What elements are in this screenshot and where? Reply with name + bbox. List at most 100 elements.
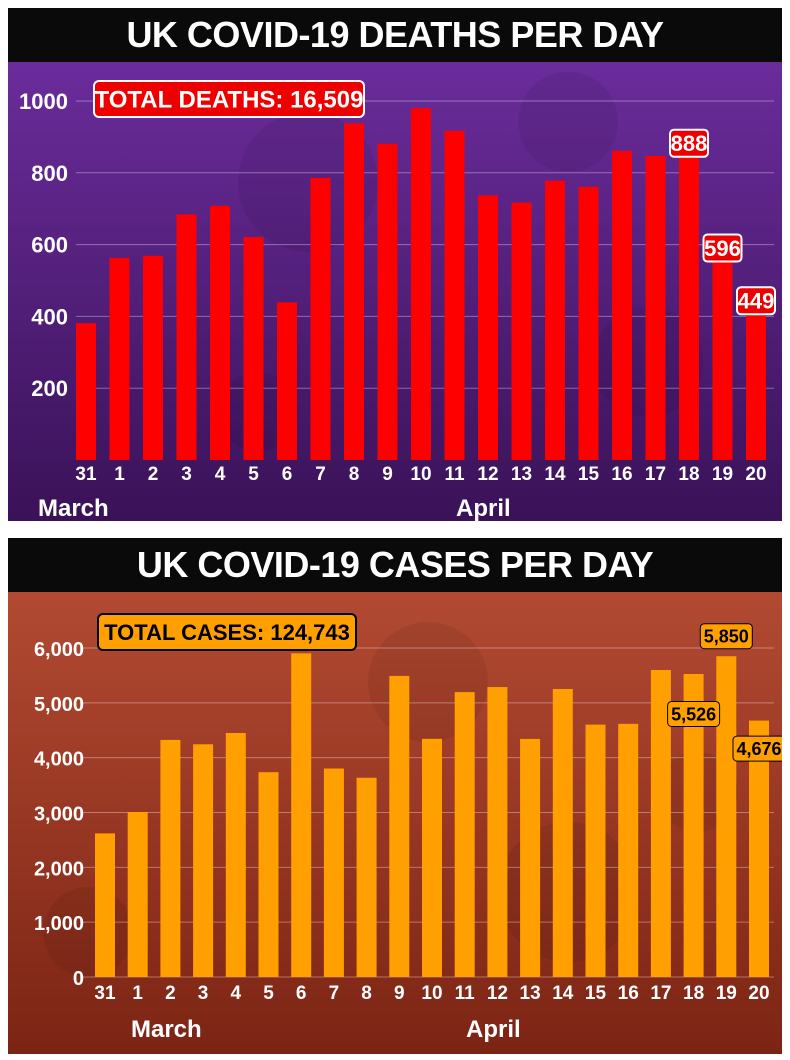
x-tick-label: 5: [263, 983, 274, 1004]
x-tick-label: 31: [94, 983, 116, 1004]
bar-4: [210, 205, 230, 460]
x-tick-label: 17: [645, 464, 666, 485]
total-badge-text: TOTAL DEATHS: 16,509: [95, 87, 364, 114]
x-tick-label: 18: [678, 464, 699, 485]
deaths-chart-panel: UK COVID-19 DEATHS PER DAY 200 400 600 800 1…: [8, 8, 782, 521]
bar-18: [683, 673, 704, 977]
y-tick-label: 5,000: [34, 694, 84, 716]
virus-decoration-icon: [518, 72, 618, 172]
x-tick-label: 13: [520, 983, 541, 1004]
bar-19: [712, 246, 733, 460]
data-label: 449: [736, 286, 776, 316]
x-tick-label: 15: [585, 983, 607, 1004]
cases-chart-panel: UK COVID-19 CASES PER DAY 0 1,000 2,000 3,0…: [8, 538, 782, 1054]
bar-6: [291, 653, 312, 977]
x-tick-label: 1: [114, 464, 125, 485]
x-tick-label: 7: [329, 983, 340, 1004]
x-tick-label: 10: [410, 464, 431, 485]
x-tick-label: 15: [578, 464, 600, 485]
bar-4: [225, 732, 246, 977]
bar-9: [389, 675, 410, 977]
data-label-box: [667, 700, 721, 727]
data-label-box: [702, 233, 743, 263]
x-tick-label: 14: [544, 464, 566, 485]
y-tick-label: 400: [31, 304, 68, 329]
data-label-text: 4,676: [736, 739, 781, 759]
y-tick-label: 600: [31, 233, 68, 258]
bar-16: [618, 723, 639, 977]
x-tick-label: 13: [511, 464, 532, 485]
bar-1: [127, 812, 148, 977]
bar-7: [323, 768, 344, 977]
bar-8: [356, 777, 377, 977]
bar-11: [454, 692, 475, 977]
bar-1: [109, 257, 130, 460]
bar-13: [520, 738, 541, 977]
x-tick-label: 11: [455, 983, 476, 1004]
x-tick-label: 9: [394, 983, 405, 1004]
bar-2: [143, 255, 163, 460]
virus-decoration-icon: [238, 112, 378, 252]
y-tick-label: 4,000: [34, 749, 84, 771]
data-label-text: 449: [738, 289, 775, 314]
bar-16: [612, 150, 632, 460]
x-tick-label: 12: [477, 464, 498, 485]
x-tick-label: 20: [745, 464, 766, 485]
data-label: 5,526: [667, 700, 721, 727]
data-label: 888: [669, 128, 709, 158]
month-label: March: [38, 495, 109, 521]
x-tick-label: 2: [165, 983, 176, 1004]
x-tick-label: 2: [148, 464, 159, 485]
y-tick-label: 1,000: [34, 913, 84, 935]
x-tick-label: 16: [618, 983, 639, 1004]
x-tick-label: 3: [198, 983, 209, 1004]
bar-9: [377, 143, 398, 460]
x-tick-label: 11: [444, 464, 465, 485]
bar-19: [716, 656, 737, 977]
y-tick-label: 800: [31, 161, 68, 186]
data-label-box: [732, 735, 782, 762]
x-tick-label: 4: [231, 983, 242, 1004]
x-tick-label: 8: [361, 983, 372, 1004]
x-tick-label: 10: [421, 983, 442, 1004]
x-tick-label: 5: [248, 464, 259, 485]
x-tick-label: 6: [296, 983, 307, 1004]
x-tick-label: 9: [382, 464, 393, 485]
y-tick-label: 0: [73, 968, 84, 990]
bar-31: [95, 833, 115, 977]
bar-5: [243, 237, 264, 460]
month-label: April: [466, 1016, 521, 1043]
x-tick-label: 8: [349, 464, 360, 485]
bar-3: [193, 744, 214, 977]
deaths-chart-title: UK COVID-19 DEATHS PER DAY: [8, 8, 782, 62]
x-tick-label: 20: [748, 983, 769, 1004]
x-tick-label: 18: [683, 983, 704, 1004]
bar-8: [344, 123, 364, 460]
data-label: 596: [702, 233, 743, 263]
x-tick-label: 7: [315, 464, 326, 485]
data-label-box: [669, 128, 709, 158]
x-tick-label: 6: [282, 464, 293, 485]
x-tick-label: 31: [75, 464, 97, 485]
bar-12: [487, 687, 508, 977]
x-tick-label: 1: [132, 983, 143, 1004]
x-tick-label: 19: [716, 983, 737, 1004]
bar-15: [578, 186, 599, 460]
bar-31: [76, 323, 96, 460]
bar-5: [258, 772, 279, 977]
x-tick-label: 14: [552, 983, 574, 1004]
data-label-text: 596: [704, 236, 741, 261]
cases-chart-title: UK COVID-19 CASES PER DAY: [8, 538, 782, 592]
month-label: April: [456, 495, 511, 521]
bar-14: [552, 689, 573, 977]
x-tick-label: 17: [650, 983, 671, 1004]
data-label-text: 5,526: [671, 704, 716, 724]
bar-18: [679, 141, 699, 460]
data-label-box: [699, 623, 753, 650]
bar-15: [585, 724, 606, 977]
bar-12: [478, 195, 498, 461]
y-tick-label: 3,000: [34, 804, 84, 826]
bar-17: [645, 155, 666, 460]
